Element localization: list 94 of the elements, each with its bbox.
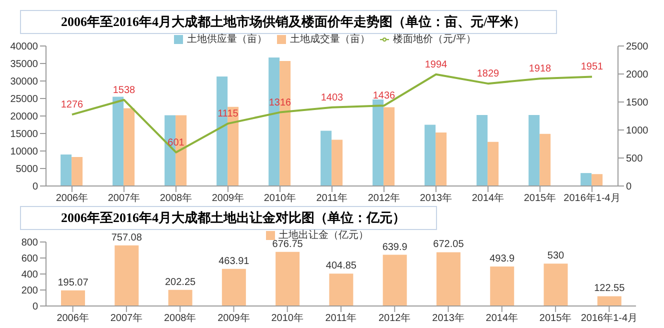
bar	[112, 96, 124, 186]
y-tick-label: 10000	[10, 146, 38, 158]
x-tick-label: 2010年	[271, 312, 304, 324]
x-tick-label: 2012年	[378, 312, 411, 324]
bar	[597, 296, 622, 306]
data-label: 757.08	[111, 232, 142, 244]
data-label: 202.25	[164, 276, 196, 288]
data-label: 1951	[580, 62, 604, 73]
bar	[424, 124, 436, 186]
bar	[276, 252, 300, 306]
bar	[476, 114, 488, 186]
y-tick-label: 30000	[10, 76, 38, 88]
y2-tick-label: 1000	[626, 126, 649, 137]
bar	[382, 254, 407, 306]
data-label: 639.9	[382, 242, 408, 253]
y-tick-label: 0	[32, 302, 38, 313]
y-tick-label: 0	[32, 182, 38, 193]
x-tick-label: 2006年	[56, 192, 88, 204]
data-label: 672.05	[433, 239, 464, 250]
bar	[372, 100, 384, 186]
x-tick-label: 2008年	[164, 312, 196, 324]
x-tick-label: 2013年	[420, 192, 452, 204]
bar	[580, 173, 592, 186]
y2-tick-label: 0	[626, 182, 632, 193]
x-tick-label: 2012年	[368, 192, 400, 204]
bar	[329, 274, 354, 306]
y2-tick-label: 2500	[626, 42, 649, 53]
data-label: 1403	[320, 92, 344, 104]
y-tick-label: 600	[21, 254, 38, 265]
bar	[488, 142, 499, 186]
x-tick-label: 2016年1-4月	[564, 192, 620, 204]
x-tick-label: 2008年	[160, 192, 192, 204]
data-label: 493.9	[490, 253, 516, 264]
bar	[72, 156, 83, 186]
y2-tick-label: 2000	[626, 70, 649, 81]
x-tick-label: 2007年	[110, 312, 143, 324]
data-label: 1918	[528, 64, 552, 75]
bar	[540, 134, 551, 186]
x-tick-label: 2010年	[264, 192, 296, 204]
bar	[436, 252, 460, 306]
legend-label: 楼面地价（元/平）	[393, 34, 476, 45]
x-tick-label: 2011年	[325, 312, 357, 324]
x-tick-label: 2013年	[432, 312, 464, 324]
bar	[61, 290, 86, 306]
x-tick-label: 2014年	[472, 192, 504, 204]
y2-tick-label: 1500	[626, 98, 649, 109]
bar	[60, 154, 72, 186]
y-tick-label: 5000	[16, 164, 38, 176]
legend-label: 土地成交量（亩）	[290, 34, 370, 45]
bar	[592, 174, 603, 186]
bar	[436, 132, 447, 186]
chart-title: 2006年至2016年4月大成都土地市场供销及楼面价年走势图（单位：亩、元/平米）	[20, 10, 558, 34]
bar	[124, 108, 135, 186]
bar	[168, 290, 192, 306]
x-tick-label: 2009年	[218, 312, 250, 324]
bar	[544, 264, 568, 306]
y-tick-label: 25000	[10, 94, 38, 106]
y-tick-label: 200	[21, 286, 38, 297]
y-tick-label: 15000	[10, 129, 38, 140]
y-tick-label: 800	[21, 238, 38, 249]
bar	[114, 245, 139, 306]
y-tick-label: 40000	[10, 42, 38, 53]
x-tick-label: 2015年	[539, 312, 572, 324]
bar	[490, 266, 514, 306]
bar	[384, 107, 395, 186]
y-tick-label: 35000	[10, 59, 38, 70]
x-tick-label: 2016年1-4月	[580, 312, 638, 324]
data-label: 195.07	[58, 277, 89, 288]
x-tick-label: 2007年	[108, 192, 140, 204]
x-tick-label: 2014年	[486, 312, 518, 324]
data-label: 1829	[476, 68, 500, 80]
data-label: 1994	[424, 59, 448, 70]
data-label: 122.55	[594, 283, 626, 294]
data-label: 1276	[60, 100, 84, 111]
bar	[320, 130, 332, 186]
x-tick-label: 2006年	[56, 312, 89, 324]
x-tick-label: 2011年	[316, 192, 348, 204]
bar	[222, 268, 246, 306]
y2-tick-label: 500	[626, 154, 644, 165]
data-label: 530	[547, 250, 565, 262]
y-tick-label: 400	[21, 270, 38, 281]
data-label: 676.75	[272, 238, 304, 250]
data-label: 404.85	[326, 260, 357, 272]
bar	[528, 114, 540, 186]
x-tick-label: 2009年	[212, 192, 244, 204]
data-label: 463.91	[218, 256, 250, 267]
x-tick-label: 2015年	[524, 192, 556, 204]
bar	[332, 140, 343, 186]
data-label: 1436	[372, 90, 396, 102]
data-label: 1538	[112, 84, 136, 96]
legend-label: 土地供应量（亩）	[187, 34, 268, 45]
legend-label: 土地出让金（亿元）	[278, 230, 368, 241]
chart-title: 2006年至2016年4月大成都土地出让金对比图（单位：亿元）	[20, 206, 436, 230]
y-tick-label: 20000	[10, 112, 38, 123]
